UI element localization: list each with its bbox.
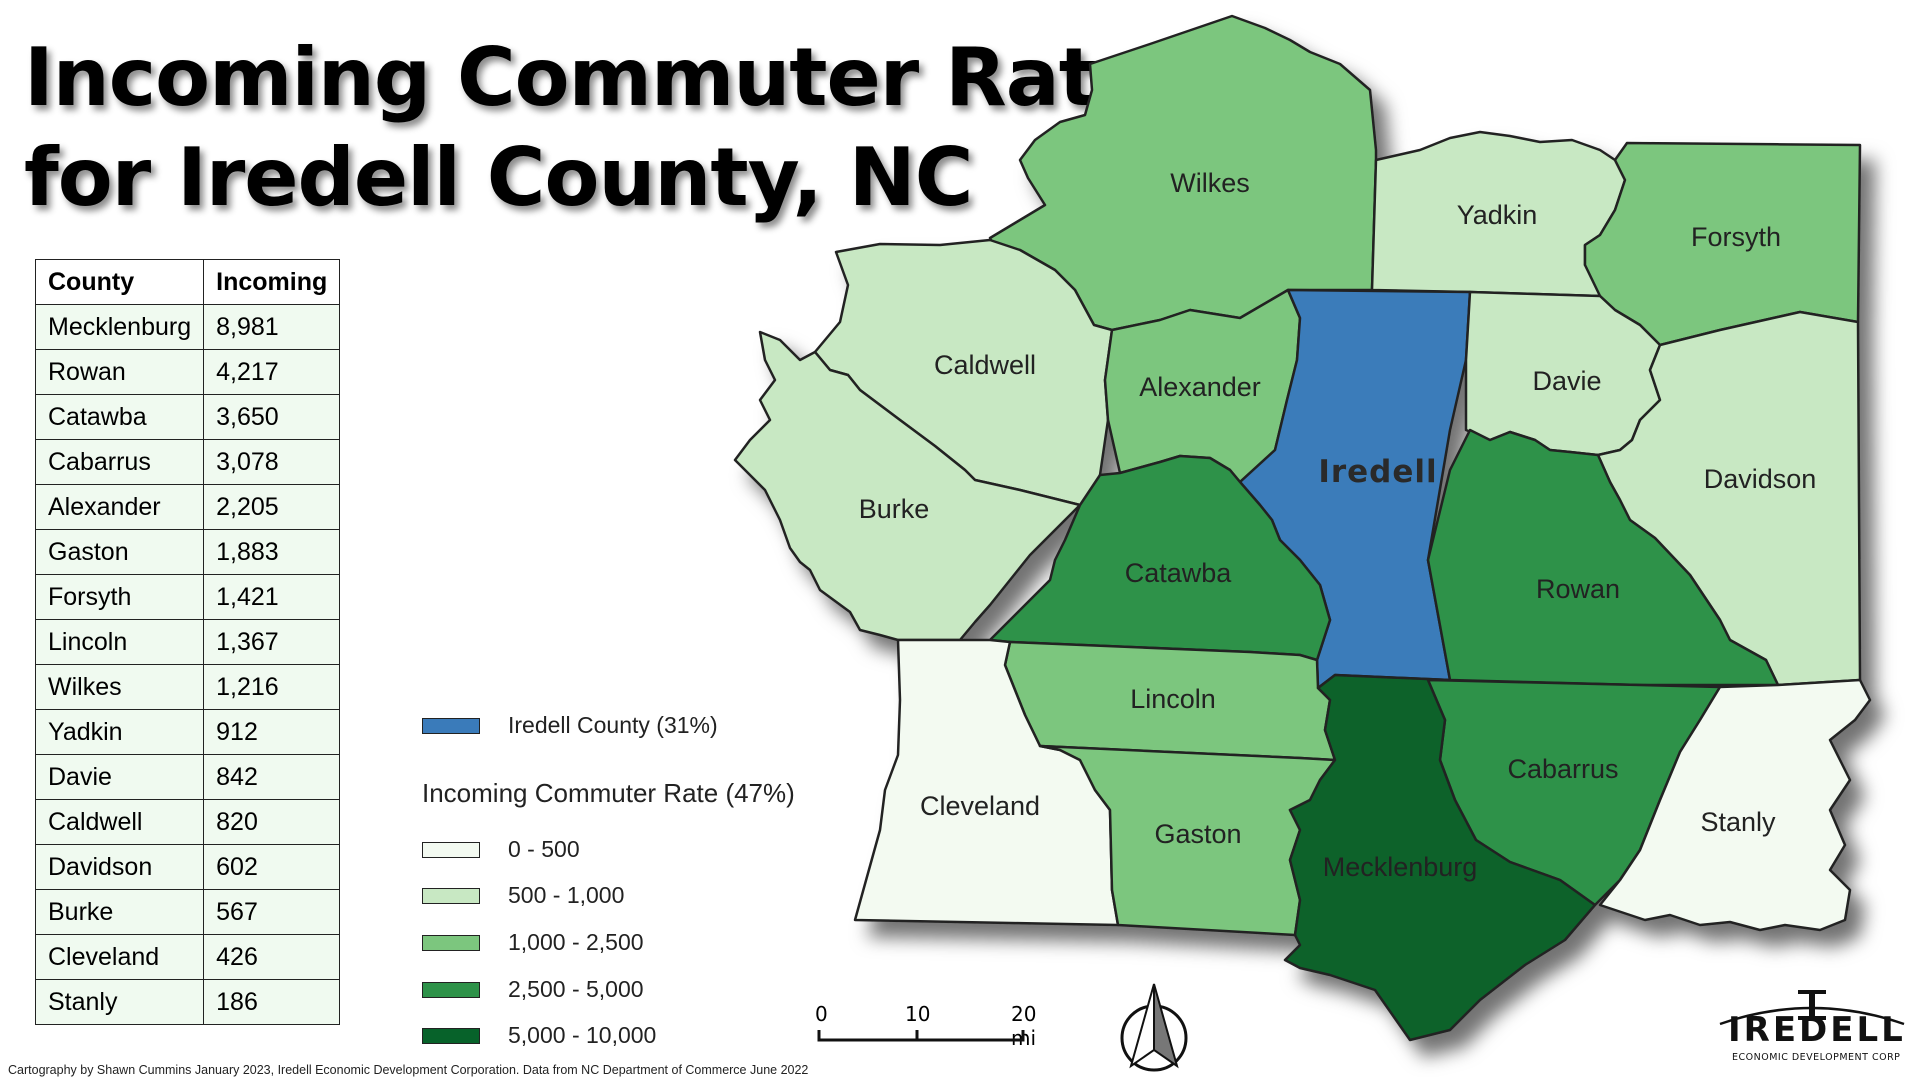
- iredell-logo: IREDELL ECONOMIC DEVELOPMENT CORP: [1718, 988, 1906, 1068]
- label-rowan: Rowan: [1536, 574, 1620, 604]
- label-caldwell: Caldwell: [934, 350, 1036, 380]
- table-row: Cabarrus 3,078: [34, 439, 341, 485]
- label-cabarrus: Cabarrus: [1507, 754, 1618, 784]
- incoming-cell: 1,883: [203, 529, 341, 575]
- label-mecklenburg: Mecklenburg: [1323, 852, 1478, 882]
- legend-swatch-iredell: [422, 717, 480, 734]
- legend-item: 1,000 - 2,500: [422, 929, 644, 956]
- label-wilkes: Wilkes: [1170, 168, 1250, 198]
- logo-name: IREDELL: [1728, 1010, 1906, 1050]
- legend-item-iredell: Iredell County (31%): [422, 712, 718, 739]
- county-cell: Alexander: [34, 484, 205, 530]
- legend-item: 0 - 500: [422, 836, 580, 863]
- county-cell: Davie: [34, 754, 205, 800]
- table-row: Catawba 3,650: [34, 394, 341, 440]
- county-cell: Cleveland: [34, 934, 205, 980]
- label-davie: Davie: [1532, 366, 1601, 396]
- title-line-1: Incoming Commuter Rate: [24, 31, 1150, 124]
- table-row: Davidson 602: [34, 844, 341, 890]
- legend-item: 2,500 - 5,000: [422, 976, 644, 1003]
- table-row: Yadkin 912: [34, 709, 341, 755]
- label-forsyth: Forsyth: [1691, 222, 1781, 252]
- legend-swatch: [422, 934, 480, 951]
- logo-mark-icon: [1719, 990, 1905, 1026]
- commuter-table: County Incoming Mecklenburg 8,981 Rowan 4,…: [34, 259, 341, 1025]
- incoming-cell: 1,367: [203, 619, 341, 665]
- county-catawba: [988, 454, 1332, 662]
- county-cell: Lincoln: [34, 619, 205, 665]
- incoming-cell: 820: [203, 799, 341, 845]
- county-cell: Forsyth: [34, 574, 205, 620]
- legend-label: 1,000 - 2,500: [508, 929, 644, 955]
- table-row: Forsyth 1,421: [34, 574, 341, 620]
- table-row: Alexander 2,205: [34, 484, 341, 530]
- table-row: Caldwell 820: [34, 799, 341, 845]
- county-cell: Stanly: [34, 979, 205, 1025]
- label-yadkin: Yadkin: [1457, 200, 1538, 230]
- incoming-cell: 186: [203, 979, 341, 1025]
- county-cell: Davidson: [34, 844, 205, 890]
- county-cell: Caldwell: [34, 799, 205, 845]
- map-title: Incoming Commuter Rate for Iredell Count…: [24, 28, 1150, 228]
- table-row: Burke 567: [34, 889, 341, 935]
- column-header-county: County: [34, 259, 205, 305]
- title-line-2: for Iredell County, NC: [24, 131, 973, 224]
- county-cell: Cabarrus: [34, 439, 205, 485]
- label-stanly: Stanly: [1700, 807, 1776, 837]
- scale-tick-10: 10: [905, 1002, 931, 1026]
- table-row: Lincoln 1,367: [34, 619, 341, 665]
- county-stanly: [1598, 678, 1872, 932]
- incoming-cell: 3,078: [203, 439, 341, 485]
- label-lincoln: Lincoln: [1130, 684, 1216, 714]
- legend-swatch: [422, 981, 480, 998]
- legend-label: 2,500 - 5,000: [508, 976, 644, 1002]
- column-header-incoming: Incoming: [203, 259, 341, 305]
- incoming-cell: 426: [203, 934, 341, 980]
- county-cell: Yadkin: [34, 709, 205, 755]
- legend-swatch: [422, 887, 480, 904]
- legend-item: 500 - 1,000: [422, 882, 624, 909]
- legend-swatch: [422, 841, 480, 858]
- incoming-cell: 3,650: [203, 394, 341, 440]
- label-cleveland: Cleveland: [920, 791, 1040, 821]
- legend-swatch: [422, 1027, 480, 1044]
- county-cell: Catawba: [34, 394, 205, 440]
- county-mecklenburg: [1283, 673, 1597, 1042]
- table-row: Rowan 4,217: [34, 349, 341, 395]
- label-catawba: Catawba: [1125, 558, 1233, 588]
- incoming-cell: 842: [203, 754, 341, 800]
- label-burke: Burke: [859, 494, 930, 524]
- north-arrow-icon: [1120, 983, 1188, 1072]
- incoming-cell: 567: [203, 889, 341, 935]
- incoming-cell: 1,216: [203, 664, 341, 710]
- label-davidson: Davidson: [1704, 464, 1817, 494]
- scale-tick-0: 0: [815, 1002, 828, 1026]
- county-cell: Rowan: [34, 349, 205, 395]
- table-header-row: County Incoming: [34, 259, 341, 305]
- legend-label: 500 - 1,000: [508, 882, 625, 908]
- incoming-cell: 4,217: [203, 349, 341, 395]
- county-cell: Burke: [34, 889, 205, 935]
- table-row: Stanly 186: [34, 979, 341, 1025]
- label-gaston: Gaston: [1154, 819, 1241, 849]
- legend-heading: Incoming Commuter Rate (47%): [422, 778, 795, 808]
- legend-label: 5,000 - 10,000: [508, 1022, 657, 1048]
- table-row: Davie 842: [34, 754, 341, 800]
- legend-item: 5,000 - 10,000: [422, 1022, 656, 1049]
- legend-label: 0 - 500: [508, 836, 580, 862]
- logo-subtitle: ECONOMIC DEVELOPMENT CORP: [1732, 1052, 1901, 1063]
- scale-bar: 0 10 20 mi: [815, 1002, 1036, 1050]
- legend-label-iredell: Iredell County (31%): [508, 712, 718, 738]
- scale-bar-line: [817, 1030, 1025, 1042]
- incoming-cell: 1,421: [203, 574, 341, 620]
- label-iredell: Iredell: [1318, 454, 1437, 490]
- credit-text: Cartography by Shawn Cummins January 202…: [8, 1063, 809, 1077]
- incoming-cell: 912: [203, 709, 341, 755]
- table-row: Cleveland 426: [34, 934, 341, 980]
- label-alexander: Alexander: [1139, 372, 1261, 402]
- table-row: Gaston 1,883: [34, 529, 341, 575]
